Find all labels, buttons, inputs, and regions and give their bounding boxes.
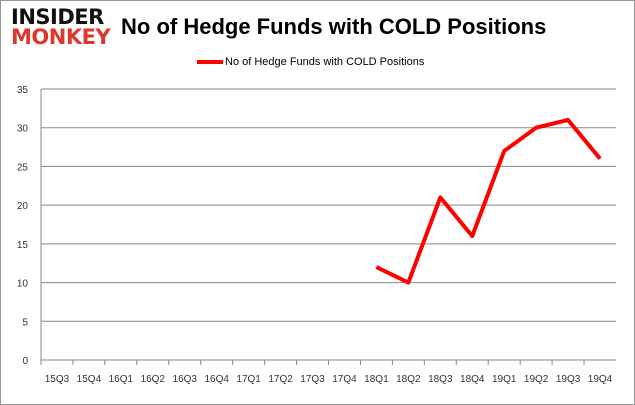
x-tick-label: 16Q4	[204, 374, 229, 385]
y-tick-label: 30	[17, 124, 29, 135]
x-tick-label: 18Q1	[364, 374, 389, 385]
x-tick-label: 19Q2	[524, 374, 549, 385]
x-tick-label: 16Q3	[173, 374, 198, 385]
x-tick-label: 19Q4	[588, 374, 613, 385]
x-tick-label: 19Q1	[492, 374, 517, 385]
x-tick-label: 15Q3	[45, 374, 70, 385]
insider-monkey-logo: INSIDER MONKEY	[11, 5, 111, 49]
x-tick-label: 17Q3	[300, 374, 325, 385]
y-tick-label: 20	[17, 201, 29, 212]
y-tick-label: 0	[22, 356, 28, 367]
x-tick-label: 18Q2	[396, 374, 421, 385]
legend-swatch	[197, 60, 223, 64]
y-tick-label: 25	[17, 162, 29, 173]
x-tick-label: 16Q1	[109, 374, 134, 385]
x-tick-label: 19Q3	[556, 374, 581, 385]
chart-title: No of Hedge Funds with COLD Positions	[121, 14, 547, 39]
y-tick-label: 35	[17, 85, 29, 96]
x-tick-label: 17Q2	[268, 374, 293, 385]
series-line	[375, 117, 602, 285]
logo-line2: MONKEY	[11, 25, 111, 49]
y-tick-label: 10	[17, 279, 29, 290]
x-tick-label: 17Q1	[236, 374, 261, 385]
x-tick-label: 16Q2	[141, 374, 166, 385]
x-tick-label: 18Q4	[460, 374, 485, 385]
legend: No of Hedge Funds with COLD Positions	[197, 56, 424, 68]
x-tick-label: 17Q4	[332, 374, 357, 385]
logo-line1: INSIDER	[11, 5, 104, 29]
x-tick-label: 18Q3	[428, 374, 453, 385]
legend-label: No of Hedge Funds with COLD Positions	[225, 56, 425, 68]
x-tick-label: 15Q4	[77, 374, 102, 385]
y-tick-label: 5	[22, 317, 28, 328]
y-tick-label: 15	[17, 240, 29, 251]
